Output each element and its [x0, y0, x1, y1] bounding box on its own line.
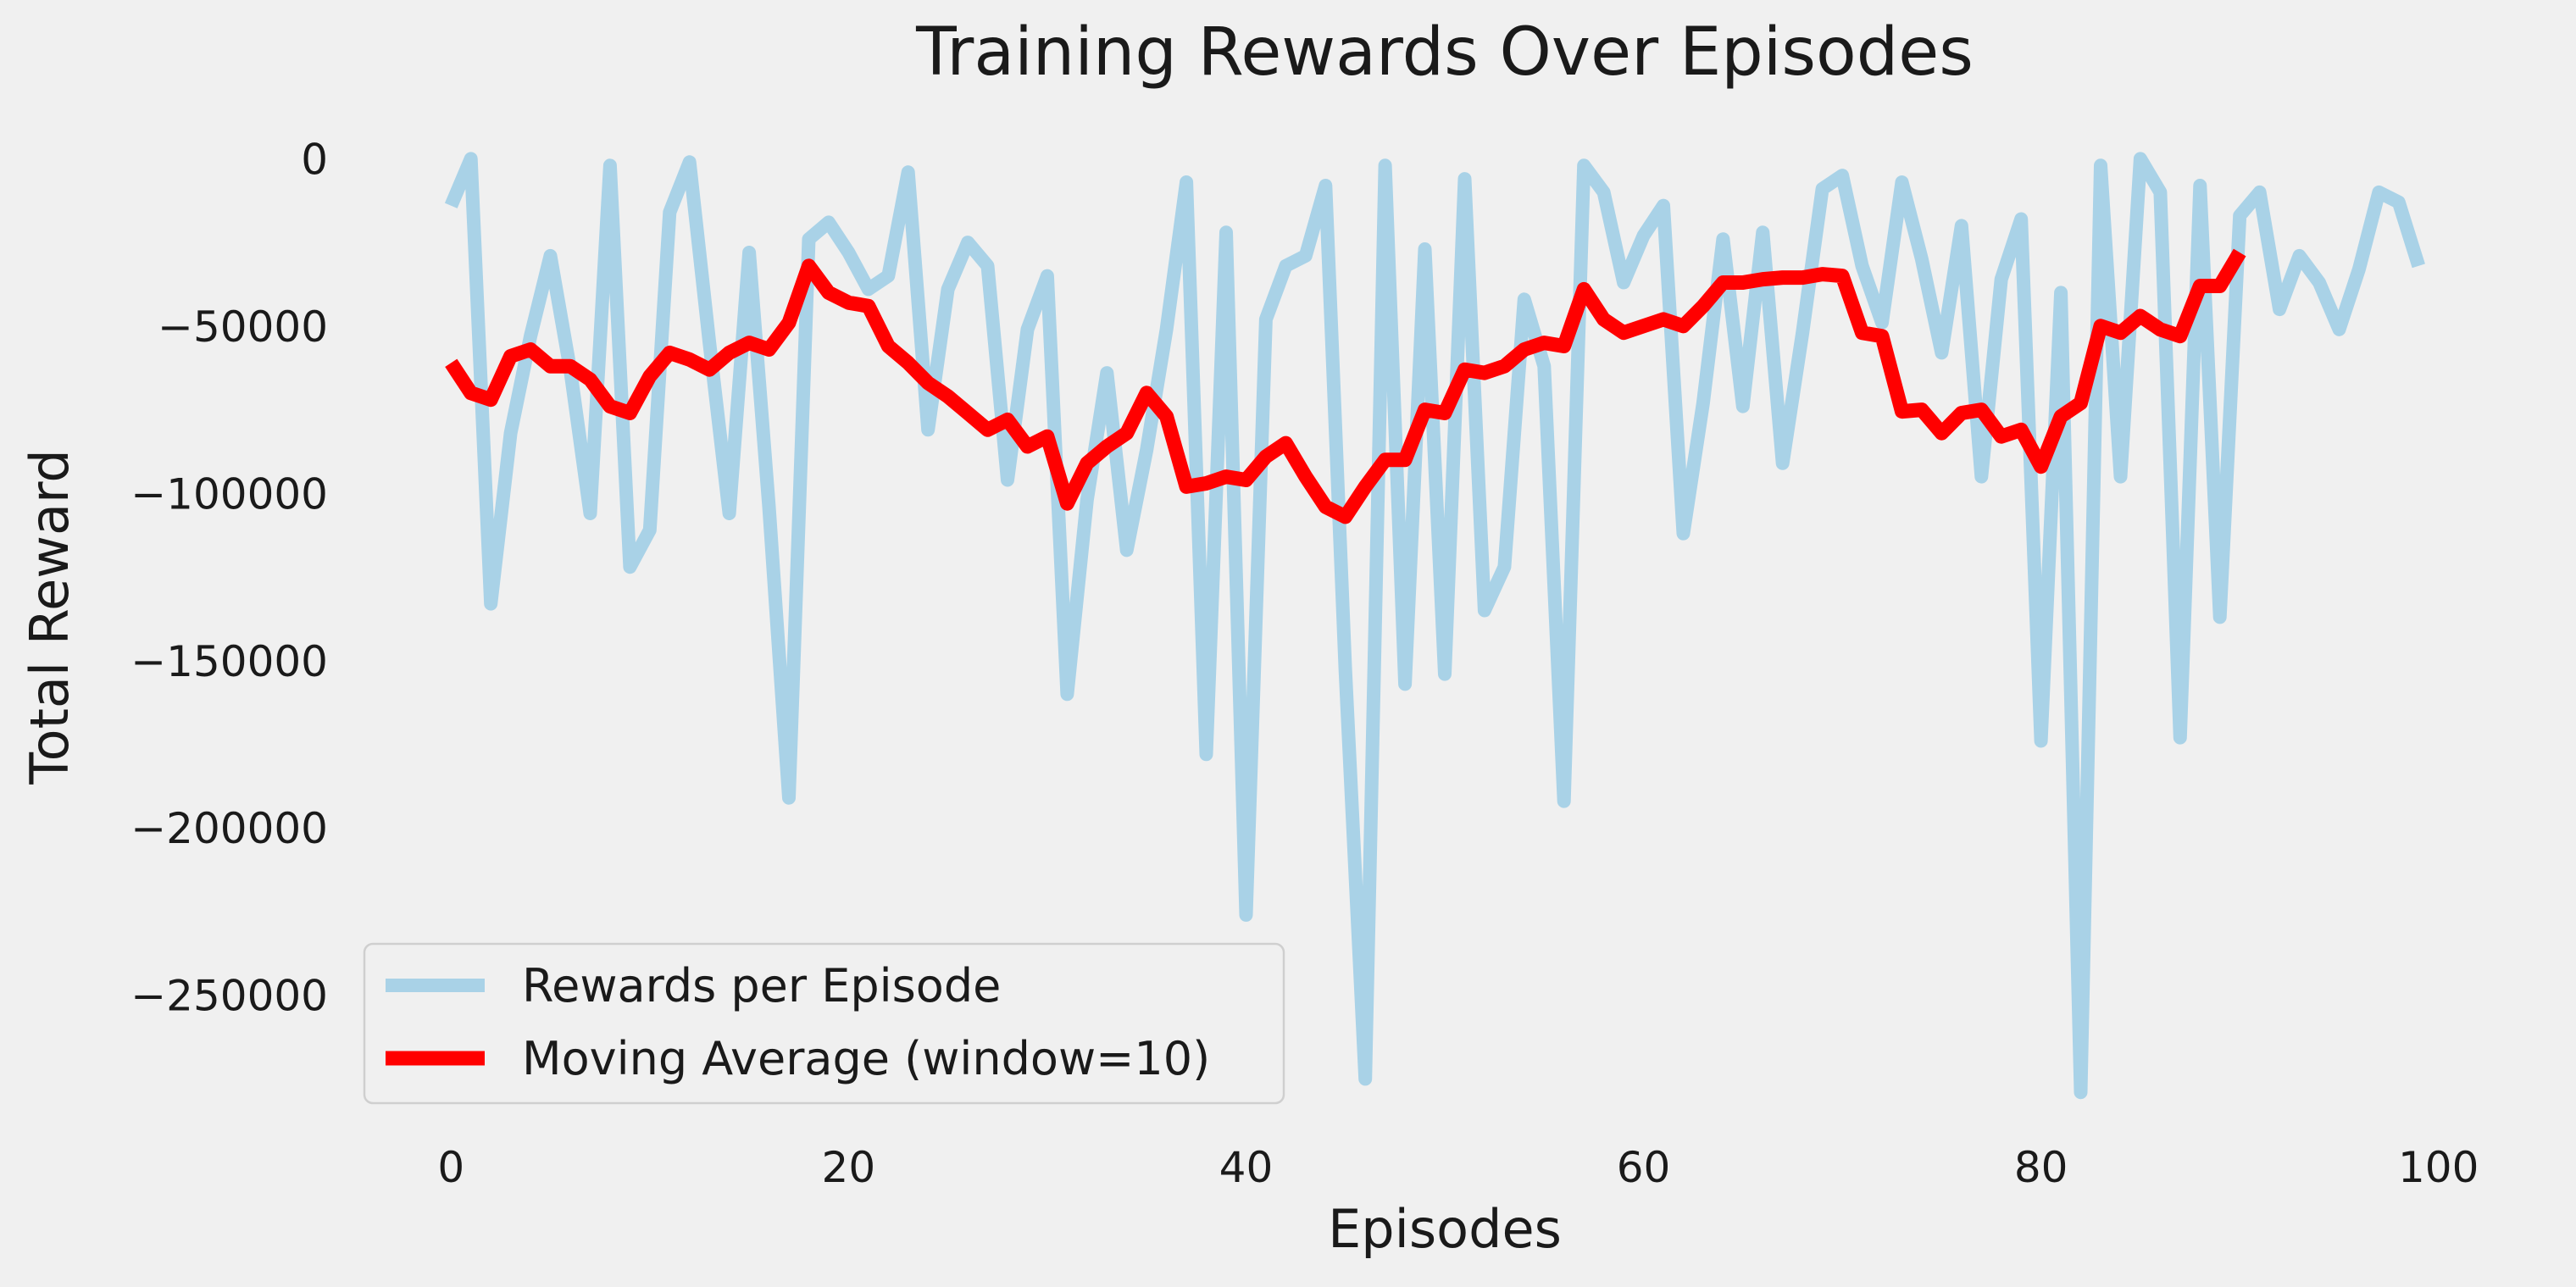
legend-label: Rewards per Episode — [522, 959, 1001, 1012]
x-tick-label: 40 — [1219, 1143, 1274, 1192]
x-tick-label: 60 — [1617, 1143, 1671, 1192]
y-axis-title: Total Reward — [19, 449, 80, 785]
legend-box — [363, 942, 1285, 1105]
x-axis-ticks: 0 20 40 60 80 100 — [437, 1143, 2479, 1192]
y-tick-label: −50000 — [158, 302, 328, 352]
rewards-per-episode-line — [444, 152, 2425, 1100]
y-axis-ticks: 0 −50000 −100000 −150000 −200000 −250000 — [130, 135, 328, 1020]
moving-average-line — [445, 248, 2246, 524]
legend-label: Moving Average (window=10) — [522, 1032, 1210, 1085]
y-tick-label: −200000 — [130, 804, 328, 853]
y-tick-label: −150000 — [130, 637, 328, 686]
y-tick-label: −250000 — [130, 972, 328, 1021]
x-tick-label: 100 — [2398, 1143, 2479, 1192]
x-tick-label: 80 — [2014, 1143, 2068, 1192]
y-tick-label: 0 — [301, 135, 328, 184]
x-tick-label: 0 — [437, 1143, 464, 1192]
chart-title: Training Rewards Over Episodes — [915, 14, 1974, 91]
y-tick-label: −100000 — [130, 469, 328, 519]
legend: Rewards per Episode Moving Average (windo… — [363, 942, 1285, 1105]
x-tick-label: 20 — [822, 1143, 876, 1192]
x-axis-title: Episodes — [1328, 1198, 1562, 1260]
